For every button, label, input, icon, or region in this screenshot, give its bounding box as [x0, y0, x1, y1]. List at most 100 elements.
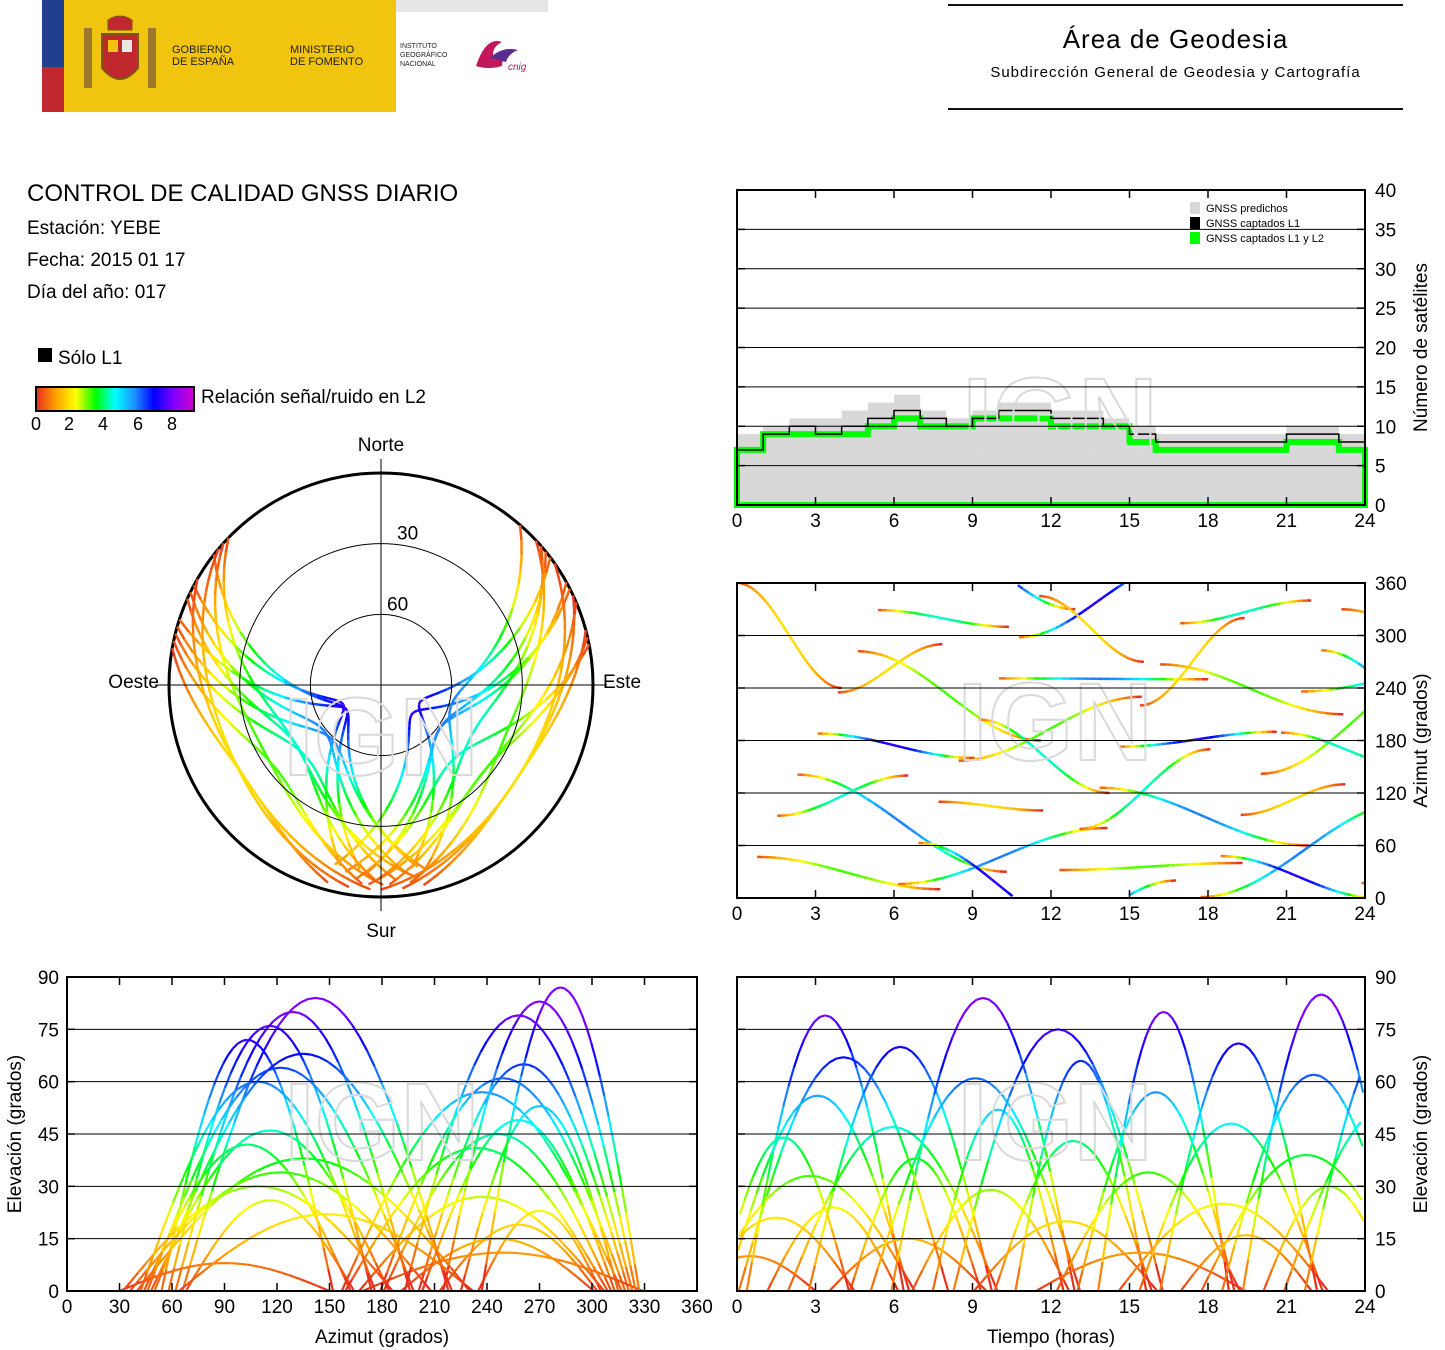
sky-track-segment: [519, 555, 523, 570]
elevation-azimuth-segment: [596, 1283, 602, 1292]
elevation-azimuth-segment: [316, 1087, 326, 1099]
sky-track-segment: [485, 761, 492, 769]
elevation-time-segment: [1127, 1197, 1135, 1221]
elevation-azimuth-segment: [330, 1138, 339, 1159]
elevation-azimuth-segment: [541, 1189, 551, 1200]
sky-track-segment: [185, 686, 191, 695]
elevation-time-segment: [885, 1125, 893, 1130]
elevation-azimuth-segment: [528, 1147, 537, 1156]
sky-track-segment: [355, 814, 364, 827]
azimuth-track-segment: [957, 858, 966, 864]
sky-track-segment: [222, 697, 233, 707]
elevation-time-segment: [1273, 1092, 1281, 1117]
azimuth-track-segment: [823, 679, 829, 685]
elevation-azimuth-segment: [559, 1189, 568, 1202]
elevation-time-segment: [1080, 1231, 1089, 1244]
sky-track-segment: [280, 727, 287, 734]
elevation-azimuth-segment: [161, 1249, 173, 1271]
elevation-time-segment: [865, 1251, 872, 1257]
elevation-azimuth-segment: [260, 1047, 268, 1056]
x-tick-label: 9: [967, 511, 978, 532]
elevation-time-segment: [1162, 1206, 1171, 1224]
azimuth-track-segment: [1306, 734, 1312, 739]
azimuth-track-segment: [1272, 770, 1280, 774]
azimuth-track-segment: [1074, 711, 1082, 717]
elevation-azimuth-segment: [194, 1171, 206, 1192]
sky-track-segment: [292, 711, 301, 717]
elevation-azimuth-segment: [325, 1245, 332, 1254]
elevation-azimuth-segment: [369, 1263, 379, 1274]
sky-track-segment: [544, 557, 552, 574]
elevation-azimuth-segment: [552, 1239, 559, 1245]
sky-track-segment: [463, 706, 471, 713]
sky-track-segment: [344, 716, 349, 721]
sky-track-segment: [308, 769, 314, 778]
azimuth-track-segment: [1083, 826, 1089, 830]
elevation-azimuth-segment: [422, 1234, 434, 1247]
sky-track-segment: [172, 640, 179, 652]
elevation-azimuth-segment: [194, 1270, 205, 1279]
elevation-azimuth-segment: [594, 1058, 601, 1077]
azimuth-track-segment: [948, 694, 957, 702]
sky-track-segment: [228, 689, 240, 699]
elevation-time-segment: [985, 1268, 994, 1278]
sky-track-segment: [565, 636, 571, 649]
sky-track-segment: [411, 710, 416, 715]
elevation-time-segment: [859, 1145, 868, 1161]
elevation-time-segment: [1250, 1210, 1259, 1217]
elevation-azimuth-segment: [342, 1178, 351, 1201]
azimuth-track-segment: [1196, 748, 1202, 753]
elevation-time-segment: [1129, 1173, 1137, 1180]
elevation-azimuth-segment: [153, 1269, 164, 1292]
elevation-time-segment: [801, 1279, 808, 1285]
elevation-time-segment: [932, 1106, 942, 1120]
sky-track-segment: [446, 784, 453, 794]
sky-track-segment: [324, 775, 328, 787]
azimuth-track-segment: [924, 645, 929, 649]
elevation-azimuth-segment: [320, 1238, 327, 1247]
sky-track-segment: [456, 825, 465, 836]
elevation-time-segment: [1285, 1238, 1295, 1249]
azimuth-track-segment: [864, 737, 871, 741]
sky-track-segment: [300, 845, 310, 854]
sky-track-segment: [268, 760, 275, 769]
elevation-time-segment: [1270, 1165, 1279, 1174]
elevation-time-segment: [1346, 1093, 1355, 1114]
elevation-azimuth-segment: [189, 1178, 198, 1201]
elevation-time-segment: [966, 1143, 974, 1157]
sky-track-segment: [244, 654, 257, 665]
sky-track-segment: [222, 552, 227, 568]
watermark: IGN: [283, 676, 479, 799]
x-tick-label: 9: [967, 1297, 978, 1318]
elevation-time-segment: [1024, 1072, 1033, 1096]
station-text: Estación: YEBE: [27, 218, 161, 239]
elevation-azimuth-segment: [428, 1174, 438, 1198]
elevation-azimuth-segment: [549, 1040, 558, 1053]
elevation-time-segment: [1112, 1253, 1121, 1258]
sky-track-segment: [438, 800, 446, 811]
sky-track-segment: [529, 612, 538, 627]
elevation-time-segment: [824, 1014, 831, 1018]
elevation-azimuth-segment: [276, 1220, 286, 1226]
elevation-time-segment: [865, 1106, 874, 1130]
elevation-time-segment: [1067, 1253, 1077, 1267]
azimuth-track-segment: [949, 849, 956, 855]
azimuth-track-segment: [1117, 697, 1124, 701]
elevation-time-segment: [871, 1222, 881, 1235]
elevation-azimuth-segment: [315, 1232, 323, 1240]
elevation-time-segment: [756, 1157, 763, 1168]
elevation-time-segment: [1224, 1122, 1232, 1126]
elevation-azimuth-segment: [616, 1251, 624, 1272]
elevation-time-segment: [752, 1166, 759, 1178]
sky-track-segment: [370, 816, 380, 828]
elevation-azimuth-segment: [522, 1223, 528, 1227]
elevation-azimuth-segment: [568, 1079, 577, 1097]
elevation-azimuth-segment: [385, 1196, 397, 1207]
azimuth-track-segment: [1332, 743, 1339, 748]
elevation-time-segment: [1008, 1078, 1018, 1097]
sky-track-segment: [397, 853, 408, 865]
sky-track-segment: [578, 646, 585, 658]
sky-track-segment: [435, 830, 443, 840]
elevation-time-segment: [1242, 1126, 1250, 1133]
elevation-azimuth-segment: [294, 1276, 301, 1281]
